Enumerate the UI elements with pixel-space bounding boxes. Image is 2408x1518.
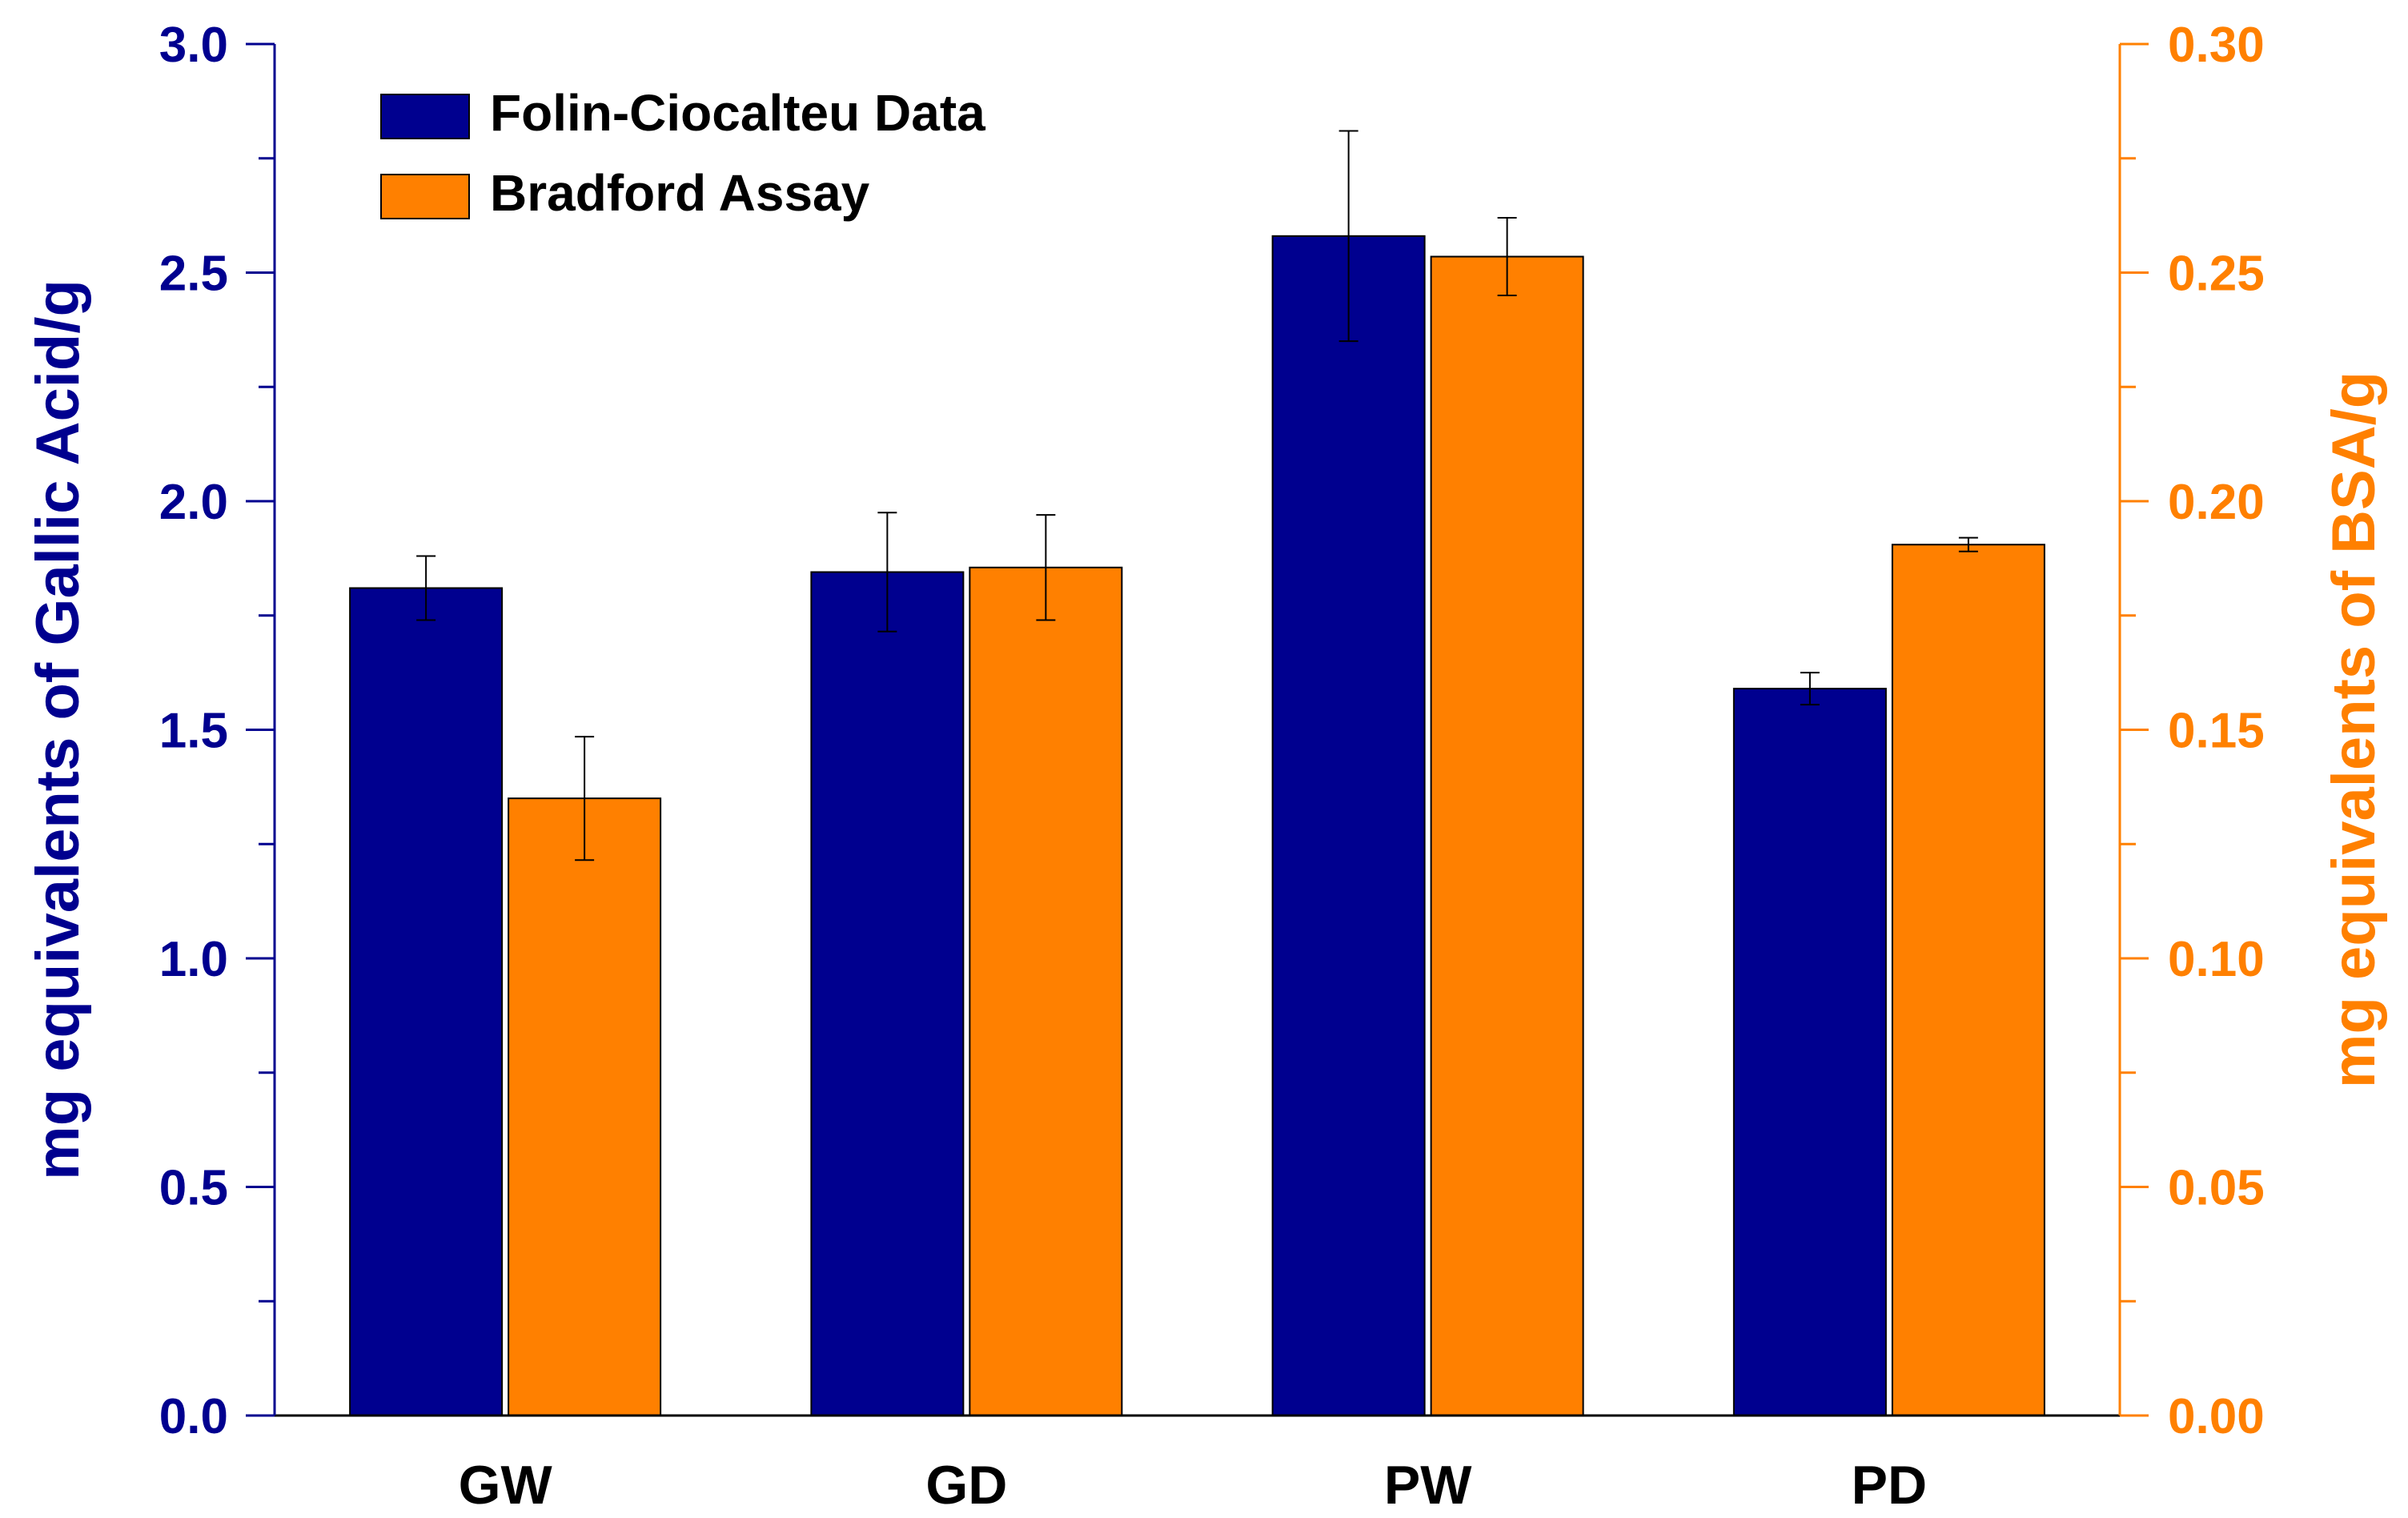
left-axis-title: mg equivalents of Gallic Acid/g [24, 279, 92, 1180]
left-tick-label: 3.0 [159, 18, 228, 73]
left-tick-label: 1.5 [159, 704, 228, 759]
error-bar-folin-ciocalteu-data-pd [1800, 672, 1820, 706]
right-tick-label: 0.10 [2168, 932, 2265, 987]
axes-layer: GW GD PW PD 0.0 0.5 1.0 1.5 2.0 2.5 3.0 0.00 0.05 0.1… [159, 18, 2265, 1516]
error-bar-folin-ciocalteu-data-pw [1338, 130, 1359, 343]
left-tick-label: 2.0 [159, 475, 228, 530]
bar-folin-ciocalteu-data-pd [1732, 688, 1887, 1416]
bar-folin-ciocalteu-data-gw [349, 587, 504, 1416]
x-tick-label-pd: PD [1852, 1455, 1927, 1514]
legend-swatch-folin-ciocalteu [380, 94, 470, 139]
bar-bradford-assay-gd [969, 566, 1123, 1416]
bar-bradford-assay-pw [1430, 255, 1584, 1416]
right-tick-label: 0.25 [2168, 247, 2265, 302]
error-bar-bradford-assay-pw [1497, 216, 1517, 297]
left-tick-label: 1.0 [159, 932, 228, 987]
error-bar-folin-ciocalteu-data-gw [416, 555, 436, 621]
error-bar-bradford-assay-gw [575, 736, 595, 861]
error-bar-bradford-assay-pd [1958, 536, 1978, 552]
left-tick-label: 0.5 [159, 1161, 228, 1216]
bar-folin-ciocalteu-data-pw [1271, 235, 1426, 1417]
right-axis-title: mg equivalents of BSA/g [2320, 371, 2388, 1088]
x-tick-label-gw: GW [459, 1455, 553, 1514]
right-tick-label: 0.05 [2168, 1161, 2265, 1216]
legend: Folin-Ciocalteu Data Bradford Assay [380, 84, 985, 222]
bar-bradford-assay-gw [508, 797, 662, 1416]
left-tick-label: 0.0 [159, 1389, 228, 1444]
legend-label-folin-ciocalteu: Folin-Ciocalteu Data [490, 84, 985, 142]
right-tick-label: 0.15 [2168, 704, 2265, 759]
error-bars-layer [416, 130, 1978, 861]
left-tick-label: 2.5 [159, 247, 228, 302]
bars-layer [349, 235, 2045, 1417]
x-tick-label-pw: PW [1384, 1455, 1472, 1514]
error-bar-bradford-assay-gd [1036, 514, 1056, 621]
legend-label-bradford: Bradford Assay [490, 164, 870, 222]
right-tick-label: 0.30 [2168, 18, 2265, 73]
bar-bradford-assay-pd [1891, 544, 2045, 1416]
legend-swatch-bradford [380, 174, 470, 219]
error-bar-folin-ciocalteu-data-gd [877, 512, 897, 632]
right-tick-label: 0.20 [2168, 475, 2265, 530]
right-tick-label: 0.00 [2168, 1389, 2265, 1444]
x-tick-label-gd: GD [925, 1455, 1007, 1514]
bar-folin-ciocalteu-data-gd [810, 571, 965, 1416]
